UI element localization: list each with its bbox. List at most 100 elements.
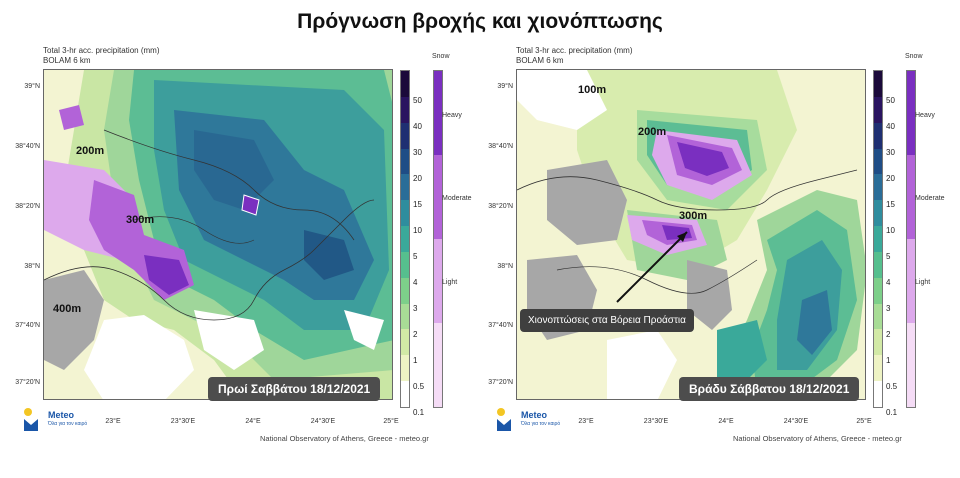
- snow-colorbar-swatch: [907, 71, 915, 155]
- logo-tagline: Όλα για τον καιρό: [521, 421, 561, 427]
- snow-scale-label: Heavy: [915, 112, 935, 119]
- precip-scale-label: 15: [413, 200, 422, 209]
- map-header-title: Total 3-hr acc. precipitation (mm): [516, 46, 633, 55]
- map-header: Total 3-hr acc. precipitation (mm) BOLAM…: [516, 46, 632, 65]
- forecast-panel-morning: Total 3-hr acc. precipitation (mm) BOLAM…: [10, 44, 480, 464]
- precip-scale-label: 3: [886, 304, 891, 313]
- precip-scale-label: 0.5: [886, 382, 898, 391]
- lat-label: 37°20'N: [488, 379, 513, 386]
- precip-scale-label: 2: [886, 330, 891, 339]
- snow-colorbar-swatch: [907, 323, 915, 407]
- lat-label: 38°40'N: [488, 143, 513, 150]
- snow-scale-label: Moderate: [915, 195, 945, 202]
- precip-scale-label: 3: [413, 304, 418, 313]
- precip-colorbar-swatch: [401, 148, 409, 175]
- precip-colorbar-swatch: [401, 355, 409, 382]
- precip-colorbar-swatch: [401, 277, 409, 304]
- meteo-logo: [495, 407, 565, 433]
- precip-colorbar-swatch: [401, 71, 409, 97]
- lon-label: 23°30'E: [170, 418, 196, 425]
- precip-colorbar-swatch: [401, 122, 409, 149]
- precip-colorbar-swatch: [401, 200, 409, 227]
- logo-tagline: Όλα για τον καιρό: [48, 421, 88, 427]
- precip-scale-label: 40: [413, 122, 422, 131]
- map-header-title: Total 3-hr acc. precipitation (mm): [43, 46, 160, 55]
- altitude-label: 100m: [578, 84, 607, 96]
- precip-scale-label: 0.1: [413, 408, 425, 417]
- precip-scale-label: 50: [886, 96, 895, 105]
- lat-label: 38°40'N: [15, 143, 40, 150]
- map-header-model: BOLAM 6 km: [43, 55, 91, 65]
- snow-scale-label: Heavy: [442, 112, 462, 119]
- altitude-label: 300m: [126, 214, 155, 226]
- precipitation-map: [516, 69, 866, 400]
- map-header-model: BOLAM 6 km: [516, 55, 564, 65]
- lon-label: 23°E: [105, 418, 121, 425]
- precip-scale-label: 1: [886, 356, 891, 365]
- precip-colorbar-swatch: [401, 174, 409, 201]
- footer-credit: National Observatory of Athens, Greece -…: [260, 434, 429, 443]
- precip-scale-label: 2: [413, 330, 418, 339]
- precip-scale-label: 20: [886, 174, 895, 183]
- snow-colorbar-swatch: [907, 155, 915, 239]
- snow-scale-label: Moderate: [442, 195, 472, 202]
- forecast-panel-evening: Total 3-hr acc. precipitation (mm) BOLAM…: [483, 44, 953, 464]
- lon-label: 25°E: [856, 418, 872, 425]
- page-title: Πρόγνωση βροχής και χιονόπτωσης: [297, 10, 663, 33]
- precip-colorbar-swatch: [401, 251, 409, 278]
- precipitation-map: [43, 69, 393, 400]
- lat-label: 38°20'N: [15, 203, 40, 210]
- footer-credit: National Observatory of Athens, Greece -…: [733, 434, 902, 443]
- altitude-label: 200m: [638, 126, 667, 138]
- precip-colorbar-swatch: [401, 96, 409, 123]
- precip-scale-label: 4: [413, 278, 418, 287]
- precipitation-colorbar: [400, 70, 410, 408]
- snow-colorbar: [906, 70, 916, 408]
- precip-scale-label: 30: [413, 148, 422, 157]
- precip-colorbar-swatch: [874, 329, 882, 356]
- precip-scale-label: 20: [413, 174, 422, 183]
- lon-label: 23°E: [578, 418, 594, 425]
- lon-label: 25°E: [383, 418, 399, 425]
- precip-colorbar-swatch: [874, 122, 882, 149]
- precip-scale-label: 5: [886, 252, 891, 261]
- lon-label: 23°30'E: [643, 418, 669, 425]
- precip-colorbar-swatch: [401, 381, 409, 407]
- precip-colorbar-swatch: [401, 303, 409, 330]
- precip-colorbar-swatch: [874, 200, 882, 227]
- snow-scale-label: Light: [442, 279, 458, 286]
- lon-label: 24°E: [718, 418, 734, 425]
- precip-scale-label: 10: [886, 226, 895, 235]
- snow-colorbar-swatch: [434, 155, 442, 239]
- lon-label: 24°E: [245, 418, 261, 425]
- forecast-date-label: Βράδυ Σάββατου 18/12/2021: [679, 377, 860, 401]
- precip-colorbar-swatch: [874, 355, 882, 382]
- snow-colorbar: [433, 70, 443, 408]
- lat-label: 38°N: [497, 263, 513, 270]
- precip-colorbar-swatch: [874, 303, 882, 330]
- precip-scale-label: 30: [886, 148, 895, 157]
- precip-scale-label: 50: [413, 96, 422, 105]
- lat-label: 38°N: [24, 263, 40, 270]
- precip-scale-label: 1: [413, 356, 418, 365]
- snow-colorbar-swatch: [434, 239, 442, 323]
- snow-colorbar-swatch: [434, 323, 442, 407]
- precip-colorbar-swatch: [874, 226, 882, 252]
- map-header: Total 3-hr acc. precipitation (mm) BOLAM…: [43, 46, 159, 65]
- precip-scale-label: 15: [886, 200, 895, 209]
- precip-scale-label: 10: [413, 226, 422, 235]
- precip-colorbar-swatch: [874, 96, 882, 123]
- snow-colorbar-swatch: [434, 71, 442, 155]
- lat-label: 38°20'N: [488, 203, 513, 210]
- precip-scale-label: 4: [886, 278, 891, 287]
- forecast-date-label: Πρωί Σαββάτου 18/12/2021: [208, 377, 381, 401]
- snow-scale-header: Snow: [432, 53, 450, 60]
- lat-label: 37°20'N: [15, 379, 40, 386]
- snow-scale-header: Snow: [905, 53, 923, 60]
- lat-label: 37°40'N: [488, 322, 513, 329]
- precip-scale-label: 40: [886, 122, 895, 131]
- precip-scale-label: 0.5: [413, 382, 425, 391]
- altitude-label: 300m: [679, 210, 708, 222]
- precip-colorbar-swatch: [874, 148, 882, 175]
- lat-label: 37°40'N: [15, 322, 40, 329]
